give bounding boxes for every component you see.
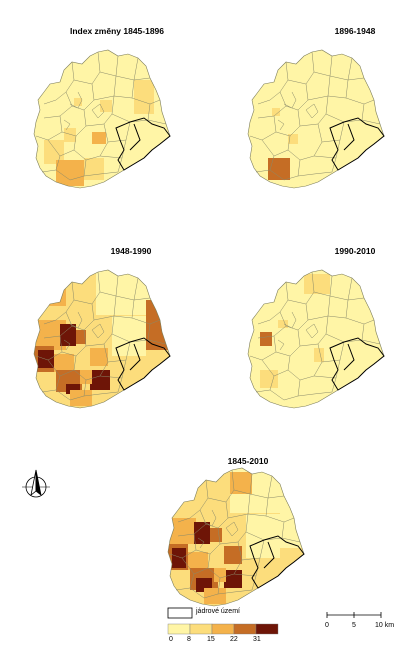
- legend-class-1: [167, 623, 191, 635]
- legend-class-2: [189, 623, 213, 635]
- north-arrow-icon: [22, 469, 50, 498]
- map-panel-1948-1990: [33, 269, 171, 409]
- legend-class-5: [255, 623, 279, 635]
- scale-label-0: 0: [325, 622, 329, 629]
- map-title-1990-2010: 1990-2010: [334, 246, 376, 256]
- legend-tick-0: 0: [169, 636, 173, 643]
- legend-core-label: jádrové území: [196, 608, 240, 615]
- legend-tick-8: 8: [187, 636, 191, 643]
- scale-label-5: 5: [352, 622, 356, 629]
- map-panel-1990-2010: [247, 269, 385, 409]
- map-panel-1845-2010: [167, 467, 305, 607]
- legend-class-3: [211, 623, 235, 635]
- map-title-1948-1990: 1948-1990: [110, 246, 152, 256]
- legend-tick-15: 15: [207, 636, 215, 643]
- map-title-1845-1896: Index změny 1845-1896: [69, 26, 165, 36]
- map-title-1845-2010: 1845-2010: [227, 456, 269, 466]
- legend-tick-31: 31: [253, 636, 261, 643]
- scale-bar: [326, 612, 382, 618]
- legend-core-swatch: [167, 607, 193, 619]
- legend-color-ramp: [167, 623, 279, 635]
- scale-label-10km: 10 km: [375, 622, 395, 629]
- legend-tick-22: 22: [230, 636, 238, 643]
- legend-class-4: [233, 623, 257, 635]
- map-panel-1845-1896: [33, 49, 171, 189]
- map-title-1896-1948: 1896-1948: [334, 26, 376, 36]
- map-panel-1896-1948: [247, 49, 385, 189]
